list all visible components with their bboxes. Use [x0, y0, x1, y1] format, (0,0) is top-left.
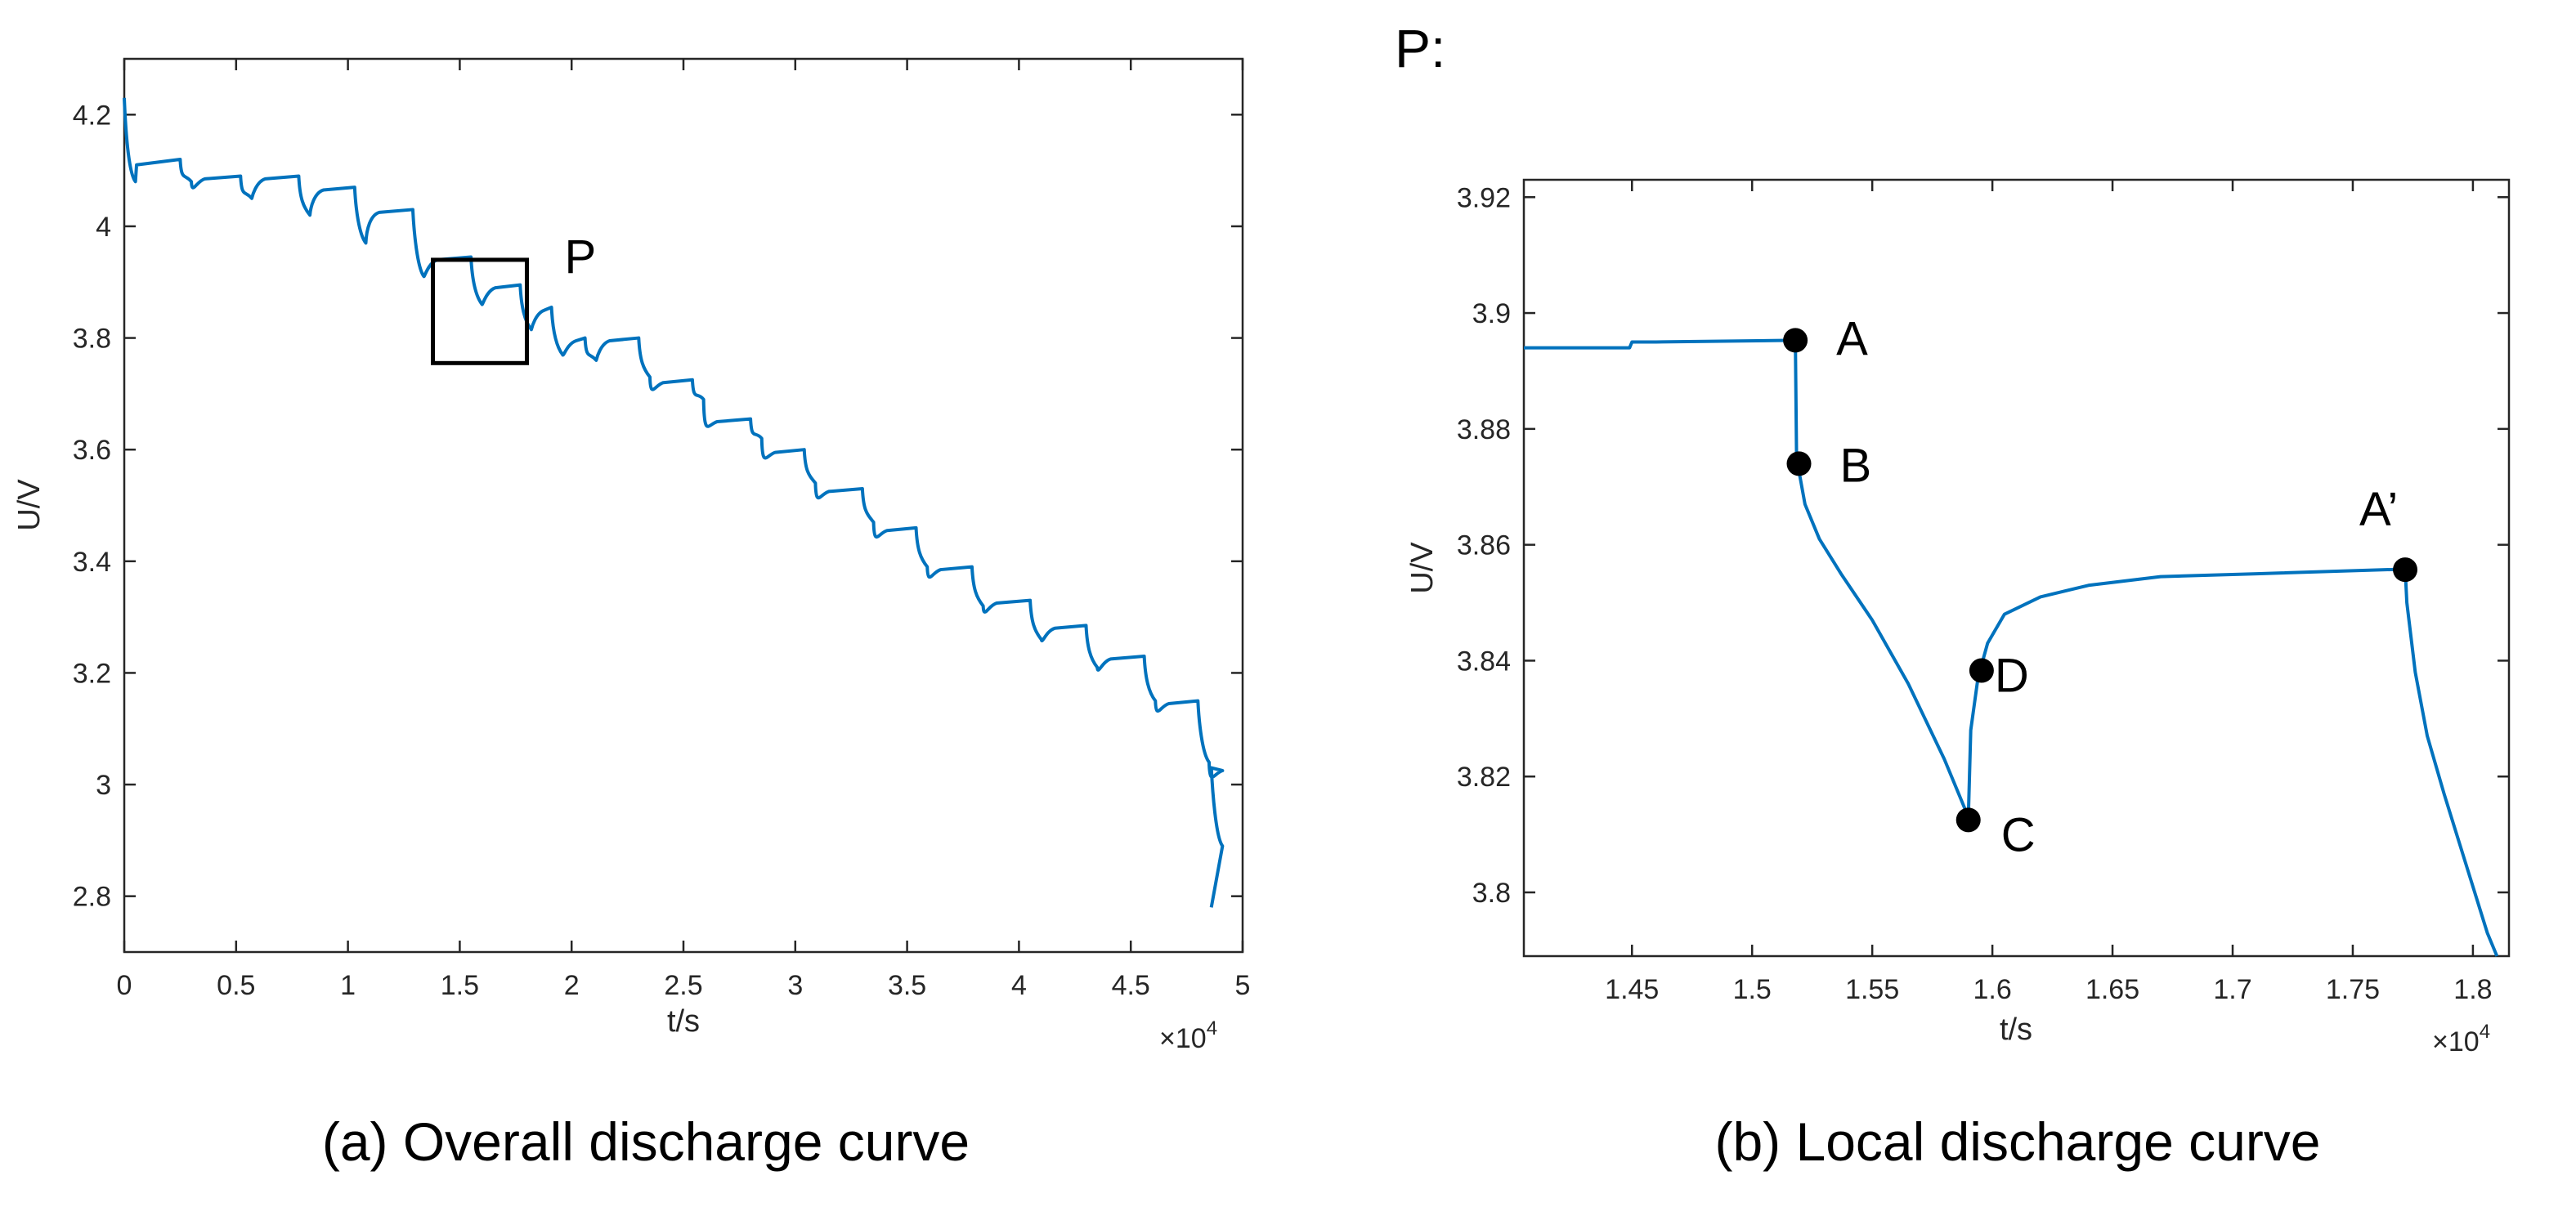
point-c-label: C: [2001, 808, 2036, 861]
point-a-prime-label: A’: [2359, 483, 2398, 536]
local-x-tick-label: 1.55: [1845, 974, 1899, 1005]
local-y-tick-label: 3.92: [1457, 182, 1511, 213]
overall-x-tick-label: 4: [1011, 970, 1027, 1001]
overall-y-tick-label: 4.2: [73, 100, 111, 131]
local-y-tick-label: 3.86: [1457, 530, 1511, 561]
overall-x-tick-label: 1.5: [441, 970, 479, 1001]
overall-x-tick-label: 5: [1235, 970, 1251, 1001]
overall-ticks: [123, 59, 1244, 952]
overall-axes-box: [123, 57, 1244, 954]
overall-y-tick-label: 3: [96, 770, 111, 801]
overall-x-tick-label: 0.5: [217, 970, 255, 1001]
point-c-marker: [1956, 807, 1981, 833]
overall-x-tick-label: 1: [340, 970, 356, 1001]
overall-y-tick-label: 3.6: [73, 435, 111, 466]
overall-x-tick-label: 4.5: [1112, 970, 1150, 1001]
overall-x-axis-label: t/s: [667, 1004, 700, 1039]
caption-overall: (a) Overall discharge curve: [322, 1111, 970, 1172]
local-x-tick-label: 1.75: [2326, 974, 2380, 1005]
point-d-marker: [1969, 658, 1994, 683]
overall-discharge-chart: 0 0.5 1 1.5 2 2.5 3 3.5 4 4.5 5 2.8 3 3.2 3.4 3.6 3.8 4 4…: [12, 57, 1251, 1054]
local-x-multiplier: ×104: [2432, 1021, 2490, 1057]
local-y-tick-label: 3.84: [1457, 646, 1511, 677]
overall-y-tick-label: 3.8: [73, 324, 111, 355]
local-y-tick-label: 3.82: [1457, 762, 1511, 793]
local-y-tick-labels: 3.8 3.82 3.84 3.86 3.88 3.9 3.92: [1457, 182, 1511, 909]
local-x-tick-label: 1.65: [2085, 974, 2139, 1005]
point-a-prime-marker: [2393, 557, 2418, 583]
overall-x-tick-label: 2: [564, 970, 580, 1001]
point-a-marker: [1783, 328, 1808, 353]
point-b-marker: [1786, 451, 1812, 476]
overall-y-tick-labels: 2.8 3 3.2 3.4 3.6 3.8 4 4.2: [73, 100, 111, 912]
overall-x-tick-label: 2.5: [664, 970, 702, 1001]
overall-x-tick-label: 3: [787, 970, 803, 1001]
overall-x-multiplier-exp: 4: [1207, 1017, 1217, 1039]
overall-discharge-line: [123, 97, 1225, 908]
local-x-tick-label: 1.7: [2213, 974, 2251, 1005]
local-x-multiplier-exp: 4: [2480, 1021, 2490, 1043]
local-y-tick-label: 3.88: [1457, 414, 1511, 445]
overall-y-tick-label: 4: [96, 212, 111, 243]
point-a-label: A: [1836, 312, 1868, 365]
point-b-label: B: [1840, 439, 1872, 492]
overall-y-axis-label: U/V: [12, 479, 47, 531]
local-discharge-chart: P: 1.45 1.5 1.55 1.6 1.65 1.7 1.75 1.8 3.83.823…: [1395, 18, 2511, 1057]
overall-x-multiplier: ×104: [1159, 1017, 1217, 1054]
overall-x-multiplier-base: ×10: [1159, 1023, 1207, 1054]
local-axes-box: [1522, 178, 2511, 958]
overall-x-tick-label: 3.5: [888, 970, 926, 1001]
local-x-multiplier-base: ×10: [2432, 1026, 2480, 1057]
local-ticks: [1524, 180, 2509, 956]
local-y-axis-label: U/V: [1405, 542, 1440, 594]
local-x-tick-labels: 1.45 1.5 1.55 1.6 1.65 1.7 1.75 1.8: [1605, 974, 2492, 1005]
local-x-tick-label: 1.5: [1733, 974, 1772, 1005]
point-d-label: D: [1995, 649, 2029, 702]
overall-y-tick-label: 2.8: [73, 882, 111, 913]
local-y-tick-label: 3.8: [1472, 878, 1511, 909]
local-x-tick-label: 1.8: [2453, 974, 2492, 1005]
local-chart-title: P:: [1395, 18, 1445, 78]
inset-region-box: [431, 257, 529, 365]
local-x-axis-label: t/s: [2000, 1013, 2032, 1047]
inset-region-label: P: [564, 230, 596, 284]
overall-y-tick-label: 3.4: [73, 547, 111, 578]
local-y-tick-label: 3.9: [1472, 298, 1511, 329]
caption-local: (b) Local discharge curve: [1714, 1111, 2320, 1172]
overall-x-tick-labels: 0 0.5 1 1.5 2 2.5 3 3.5 4 4.5 5: [117, 970, 1251, 1001]
overall-y-tick-label: 3.2: [73, 658, 111, 689]
local-key-points: A B C D A’: [1783, 312, 2418, 861]
local-x-tick-label: 1.45: [1605, 974, 1659, 1005]
overall-x-tick-label: 0: [117, 970, 132, 1001]
local-x-tick-label: 1.6: [1973, 974, 2011, 1005]
